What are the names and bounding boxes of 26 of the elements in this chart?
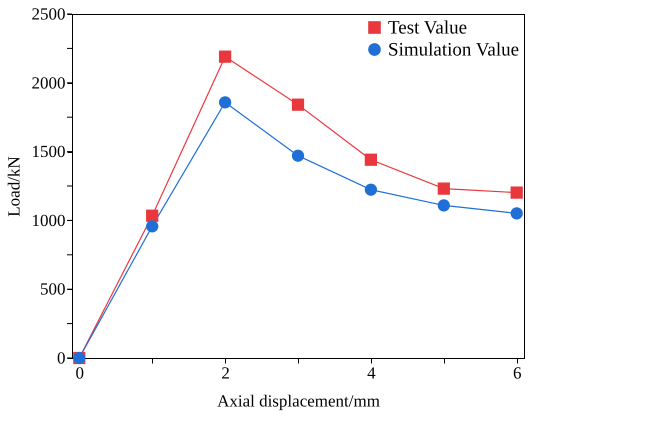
point (292, 98, 304, 111)
y-tick-label: 0 (57, 348, 66, 368)
legend-label: Simulation Value (388, 40, 520, 60)
y-tick-label: 2500 (32, 4, 66, 24)
x-tick-label: 0 (76, 364, 84, 382)
point (146, 220, 158, 232)
point (438, 199, 450, 212)
point (510, 186, 523, 199)
point (292, 150, 304, 162)
y-tick-label: 1000 (32, 210, 66, 230)
x-axis-title: Axial displacement/mm (217, 392, 380, 410)
y-axis-title: Load/kN (4, 156, 24, 217)
point (438, 182, 450, 195)
y-tick-label: 1500 (32, 142, 66, 162)
point (510, 207, 523, 220)
y-tick-label: 500 (40, 280, 66, 299)
point (364, 184, 378, 196)
x-tick-label: 6 (512, 364, 522, 382)
point (146, 210, 158, 222)
x-tick-label: 4 (367, 364, 376, 382)
point (364, 154, 378, 166)
legend-label: Test Value (388, 18, 468, 38)
x-tick-label: 2 (221, 364, 230, 382)
point (218, 96, 232, 108)
point (218, 50, 232, 63)
y-tick-label: 2000 (32, 73, 66, 92)
